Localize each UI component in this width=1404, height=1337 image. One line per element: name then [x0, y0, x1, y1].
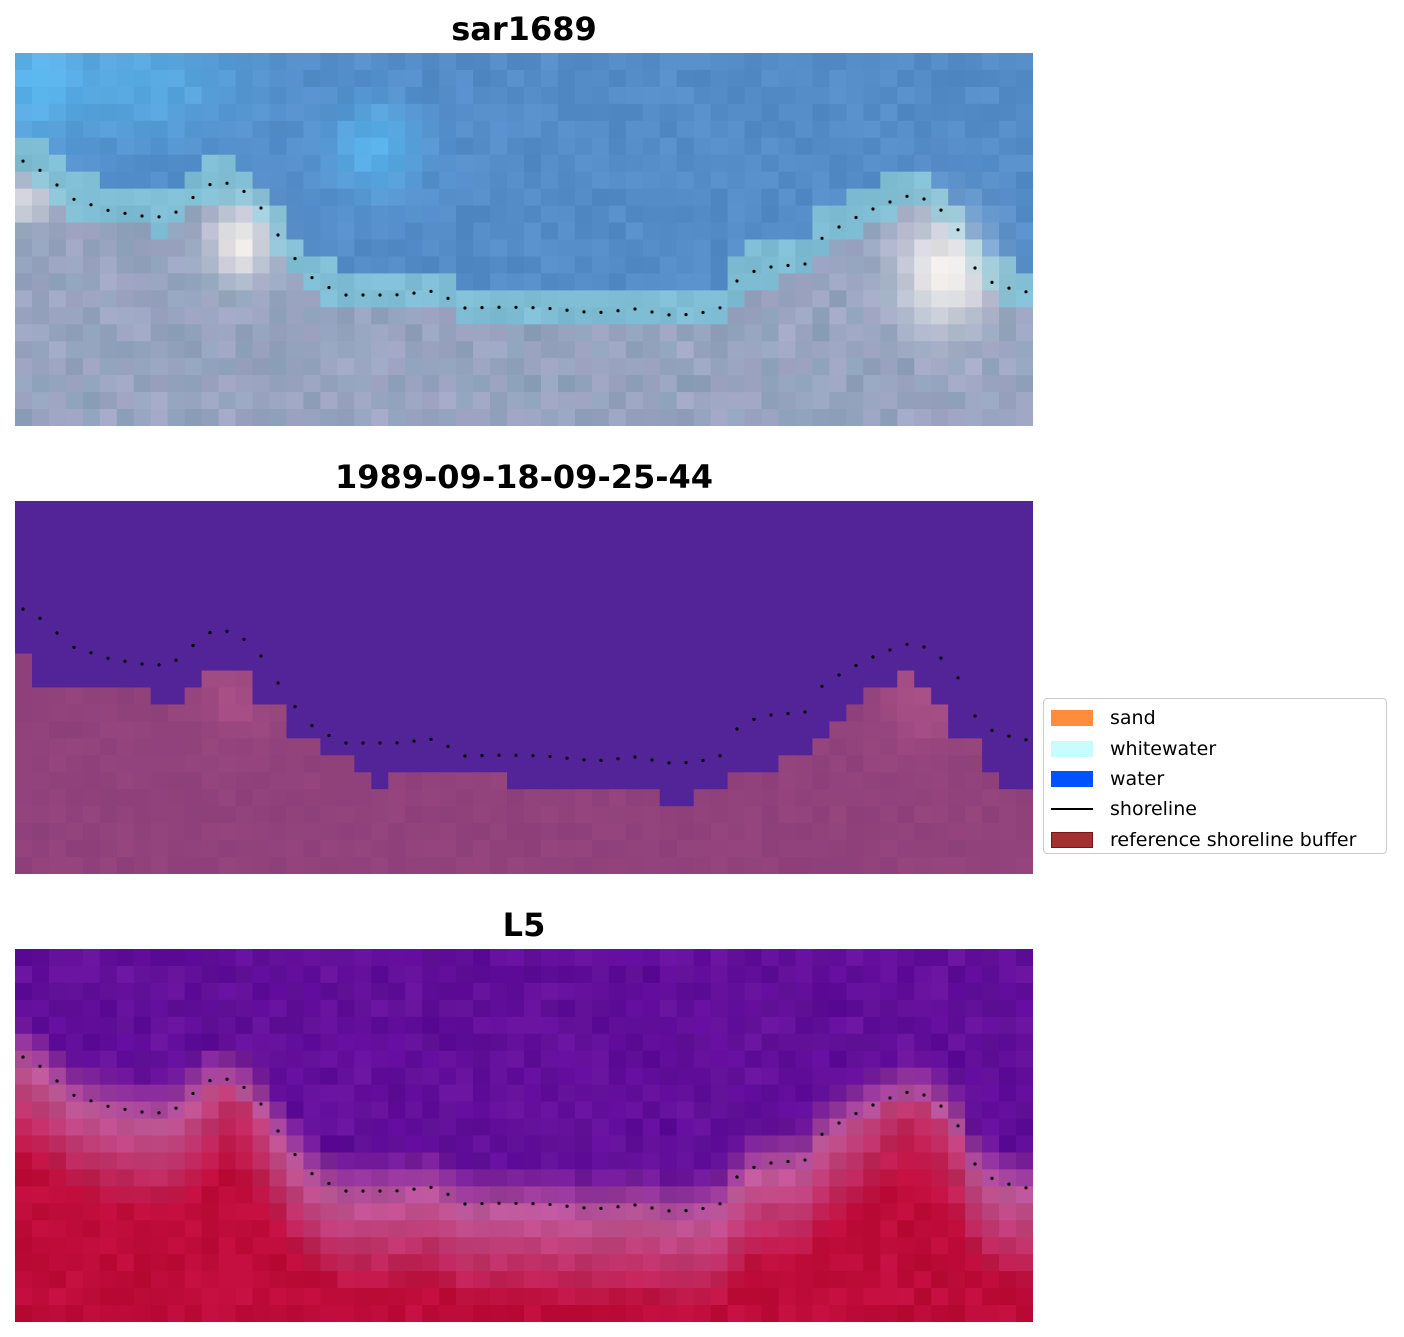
- shoreline-dots: [21, 1055, 1028, 1213]
- legend-item-water: water: [1051, 764, 1386, 794]
- legend-label: shoreline: [1110, 798, 1197, 821]
- legend: sand whitewater water shoreline referenc…: [1043, 698, 1387, 854]
- index-image-panel: [15, 949, 1033, 1322]
- panel-title-index: L5: [502, 906, 546, 944]
- sand-swatch: [1051, 710, 1093, 727]
- shoreline-swatch: [1051, 808, 1093, 811]
- legend-item-whitewater: whitewater: [1051, 733, 1386, 763]
- classified-image-panel: [15, 501, 1033, 874]
- legend-item-sand: sand: [1051, 703, 1386, 733]
- whitewater-swatch: [1051, 740, 1093, 757]
- panel-title-rgb: sar1689: [451, 10, 597, 48]
- legend-label: whitewater: [1110, 737, 1217, 760]
- shoreline-dots: [21, 607, 1028, 765]
- shoreline-dots: [21, 159, 1028, 317]
- legend-item-reference-buffer: reference shoreline buffer: [1051, 825, 1386, 855]
- panel-title-classified: 1989-09-18-09-25-44: [334, 458, 714, 496]
- rgb-image-panel: [15, 53, 1033, 426]
- legend-label: sand: [1110, 707, 1156, 730]
- legend-item-shoreline: shoreline: [1051, 794, 1386, 824]
- reference-buffer-swatch: [1051, 831, 1093, 848]
- water-swatch: [1051, 770, 1093, 787]
- legend-label: reference shoreline buffer: [1110, 828, 1357, 851]
- legend-label: water: [1110, 767, 1165, 790]
